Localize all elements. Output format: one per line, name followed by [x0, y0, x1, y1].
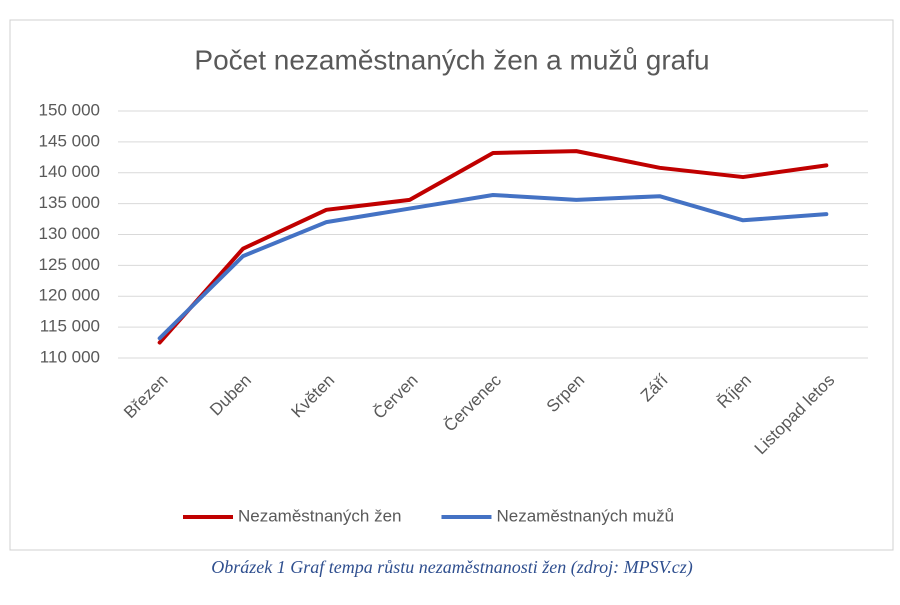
series-line	[157, 192, 829, 341]
series-line	[157, 149, 829, 345]
legend-label: Nezaměstnaných mužů	[496, 506, 674, 525]
legend-label: Nezaměstnaných žen	[238, 506, 401, 525]
y-tick-label: 110 000	[40, 347, 100, 366]
y-tick-label: 135 000	[39, 193, 100, 212]
chart-frame	[9, 19, 894, 551]
y-tick-label: 130 000	[39, 224, 100, 243]
y-tick-label: 150 000	[39, 100, 100, 119]
y-tick-label: 120 000	[39, 286, 100, 305]
y-tick-label: 115 000	[40, 317, 100, 336]
y-tick-label: 140 000	[39, 162, 100, 181]
caption: Obrázek 1 Graf tempa růstu nezaměstnanos…	[211, 557, 692, 578]
y-tick-label: 145 000	[39, 131, 100, 150]
chart-title: Počet nezaměstnaných žen a mužů grafu	[194, 44, 709, 75]
y-tick-label: 125 000	[39, 255, 100, 274]
